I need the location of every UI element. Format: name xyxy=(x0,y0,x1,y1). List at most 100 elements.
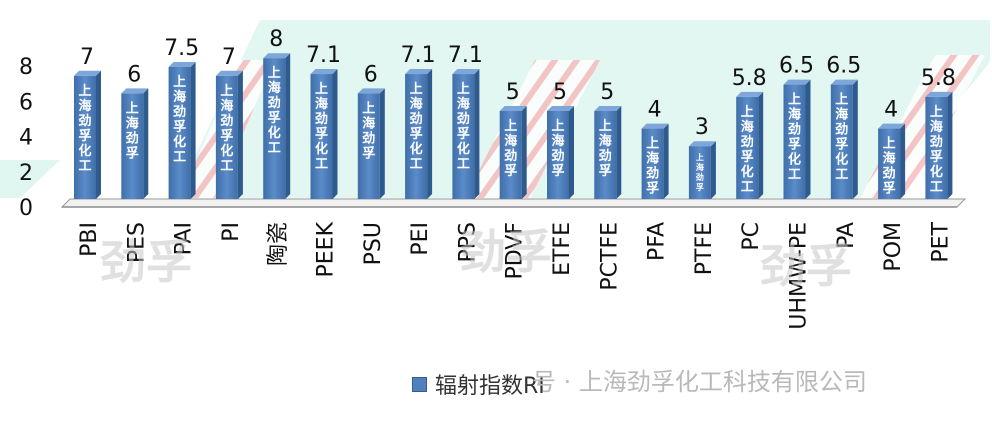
bar-top xyxy=(878,123,906,129)
bar-top xyxy=(594,106,622,111)
bar-front xyxy=(783,84,806,199)
bar-side xyxy=(758,91,764,199)
data-label: 5.8 xyxy=(732,66,767,91)
x-tick-label: PFA xyxy=(645,222,670,261)
bar-PTFE: 上海劲孚 3 xyxy=(688,115,716,199)
data-label: 5 xyxy=(506,80,520,105)
bar-front xyxy=(215,75,238,199)
bar-text: 上海劲孚 xyxy=(646,137,659,197)
y-tick-label: 0 xyxy=(19,196,33,221)
bar-ETFE: 上海劲孚 5 xyxy=(547,80,574,199)
bar-PDVF: 上海劲孚 5 xyxy=(499,80,527,199)
stripe-shard xyxy=(465,60,600,198)
bar-side xyxy=(900,123,906,199)
bar-top xyxy=(263,53,291,59)
data-label: 6.5 xyxy=(826,54,861,79)
bar-PPS: 上海劲孚化工 7.1 xyxy=(448,43,483,199)
bar-side xyxy=(521,106,527,199)
bar-front xyxy=(547,111,569,199)
data-label: 7.5 xyxy=(164,36,199,61)
legend: 辐射指数RI xyxy=(412,368,545,400)
x-tick-label: PA xyxy=(834,222,859,249)
y-axis: 0 2 4 6 8 xyxy=(19,55,33,221)
bar-text: 上海劲孚化工 xyxy=(788,93,801,183)
x-tick-label: ETFE xyxy=(550,222,575,276)
floor-top xyxy=(60,198,967,208)
data-label: 5 xyxy=(553,80,567,105)
data-label: 5 xyxy=(600,80,614,105)
bar-top xyxy=(452,69,480,75)
bar-side xyxy=(569,106,574,199)
x-tick-label: PET xyxy=(928,221,953,262)
bar-top xyxy=(121,88,149,94)
bar-text: 上海劲孚化工 xyxy=(78,84,91,174)
y-tick-label: 6 xyxy=(19,90,33,115)
bar-side xyxy=(474,69,480,199)
bar-side xyxy=(852,79,858,199)
bar-text: 上海劲孚化工 xyxy=(268,66,281,156)
bar-front xyxy=(263,58,286,200)
bar-side xyxy=(710,141,716,199)
bar-text: 上海劲孚 xyxy=(504,119,517,179)
x-tick-label: PC xyxy=(739,222,764,251)
bar-side xyxy=(379,88,385,199)
bar-PEI: 上海劲孚化工 7.1 xyxy=(401,43,436,199)
bar-top xyxy=(215,70,243,76)
x-tick-label: PPS xyxy=(455,222,480,263)
watermark-char-group: 劲孚 xyxy=(460,225,552,279)
bar-front xyxy=(121,93,144,199)
bar-side xyxy=(96,70,101,199)
bar-PC: 上海劲孚化工 5.8 xyxy=(732,66,767,199)
x-tick-label: POM xyxy=(881,222,906,272)
bar-PEEK: 上海劲孚化工 7.1 xyxy=(306,43,341,199)
bar-text: 上海劲孚 xyxy=(126,101,139,161)
x-tick-label: UHMW-PE xyxy=(787,222,812,330)
bar-side xyxy=(332,69,338,199)
bar-text: 上海劲孚化工 xyxy=(835,93,848,183)
bar-front xyxy=(736,96,759,199)
watermark-chars: 劲孚 劲孚 劲孚 xyxy=(100,225,852,293)
bar-text: 上海劲孚化工 xyxy=(315,82,328,172)
y-tick-label: 4 xyxy=(19,126,33,151)
bar-UHMW-PE: 上海劲孚化工 6.5 xyxy=(779,54,814,199)
bar-text: 上海劲孚化工 xyxy=(173,75,186,165)
bar-front xyxy=(594,111,617,199)
x-tick-label: PBI xyxy=(77,222,102,257)
bar-side xyxy=(237,70,243,199)
x-tick-label: PAI xyxy=(172,222,197,255)
data-label: 7 xyxy=(222,45,236,70)
chart-floor xyxy=(60,198,967,208)
bar-PCTFE: 上海劲孚 5 xyxy=(594,80,622,199)
data-label: 4 xyxy=(648,98,662,123)
bar-front xyxy=(830,84,853,199)
watermark-char-group: 劲孚 xyxy=(100,235,192,289)
bar-陶瓷: 上海劲孚化工 8 xyxy=(263,27,291,200)
x-tick-label: 陶瓷 xyxy=(266,222,291,266)
bar-text: 上海劲孚 xyxy=(362,101,375,161)
data-label: 3 xyxy=(695,115,709,140)
data-label: 7.1 xyxy=(306,43,341,68)
data-label: 7 xyxy=(80,45,94,70)
x-tick-label: PSU xyxy=(361,222,386,265)
watermark-char-group: 劲孚 xyxy=(760,239,852,293)
footer-watermark: 号 · 上海劲孚化工科技有限公司 xyxy=(532,368,867,396)
bar-PAI: 上海劲孚化工 7.5 xyxy=(164,36,199,199)
bar-top xyxy=(74,70,101,76)
legend-label: 辐射指数RI xyxy=(435,374,545,399)
bar-PA: 上海劲孚化工 6.5 xyxy=(826,54,861,199)
bar-front xyxy=(878,128,901,199)
x-tick-label: PCTFE xyxy=(597,222,622,291)
bar-side xyxy=(427,69,433,199)
data-label: 7.1 xyxy=(448,43,483,68)
bar-text: 上海劲孚化工 xyxy=(930,105,943,195)
bar-PI: 上海劲孚化工 7 xyxy=(215,45,243,199)
bar-PSU: 上海劲孚 6 xyxy=(357,62,385,199)
bar-front xyxy=(405,74,428,199)
y-tick-label: 8 xyxy=(19,55,33,80)
x-tick-label: PDVF xyxy=(503,222,528,280)
bar-text: 上海劲孚 xyxy=(883,137,896,197)
bar-top xyxy=(310,69,338,75)
bar-top xyxy=(925,91,953,97)
